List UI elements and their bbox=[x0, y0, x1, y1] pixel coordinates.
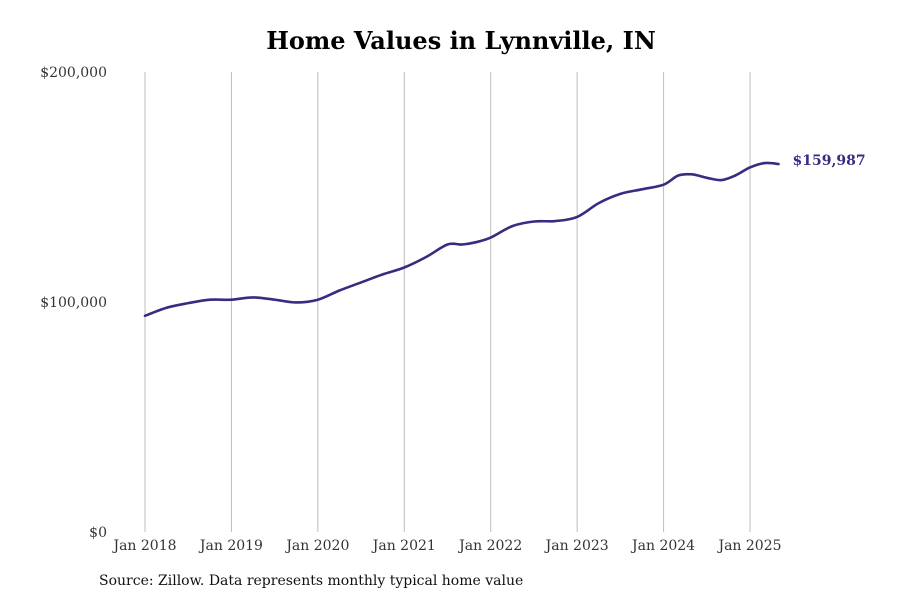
x-tick-label: Jan 2021 bbox=[371, 538, 436, 554]
vertical-gridlines bbox=[144, 72, 751, 532]
x-axis: Jan 2018 Jan 2019 Jan 2020 Jan 2021 Jan 2022… bbox=[111, 538, 781, 554]
x-tick-label: Jan 2018 bbox=[111, 538, 176, 554]
y-tick-label: $0 bbox=[89, 525, 107, 541]
x-tick-label: Jan 2023 bbox=[544, 538, 609, 554]
end-value-label: $159,987 bbox=[793, 153, 866, 169]
end-label-layer: $159,987 bbox=[793, 153, 866, 169]
x-tick-label: Jan 2019 bbox=[198, 538, 263, 554]
series-line bbox=[143, 161, 780, 318]
y-axis: $0 $100,000 $200,000 bbox=[40, 65, 107, 541]
series-layer bbox=[143, 161, 780, 318]
chart-title: Home Values in Lynnville, IN bbox=[266, 26, 656, 55]
x-tick-label: Jan 2020 bbox=[284, 538, 349, 554]
x-tick-label: Jan 2024 bbox=[630, 538, 695, 554]
y-tick-label: $100,000 bbox=[40, 295, 107, 311]
x-tick-label: Jan 2022 bbox=[457, 538, 522, 554]
source-note: Source: Zillow. Data represents monthly … bbox=[99, 573, 524, 589]
y-tick-label: $200,000 bbox=[40, 65, 107, 81]
x-tick-label: Jan 2025 bbox=[716, 538, 781, 554]
